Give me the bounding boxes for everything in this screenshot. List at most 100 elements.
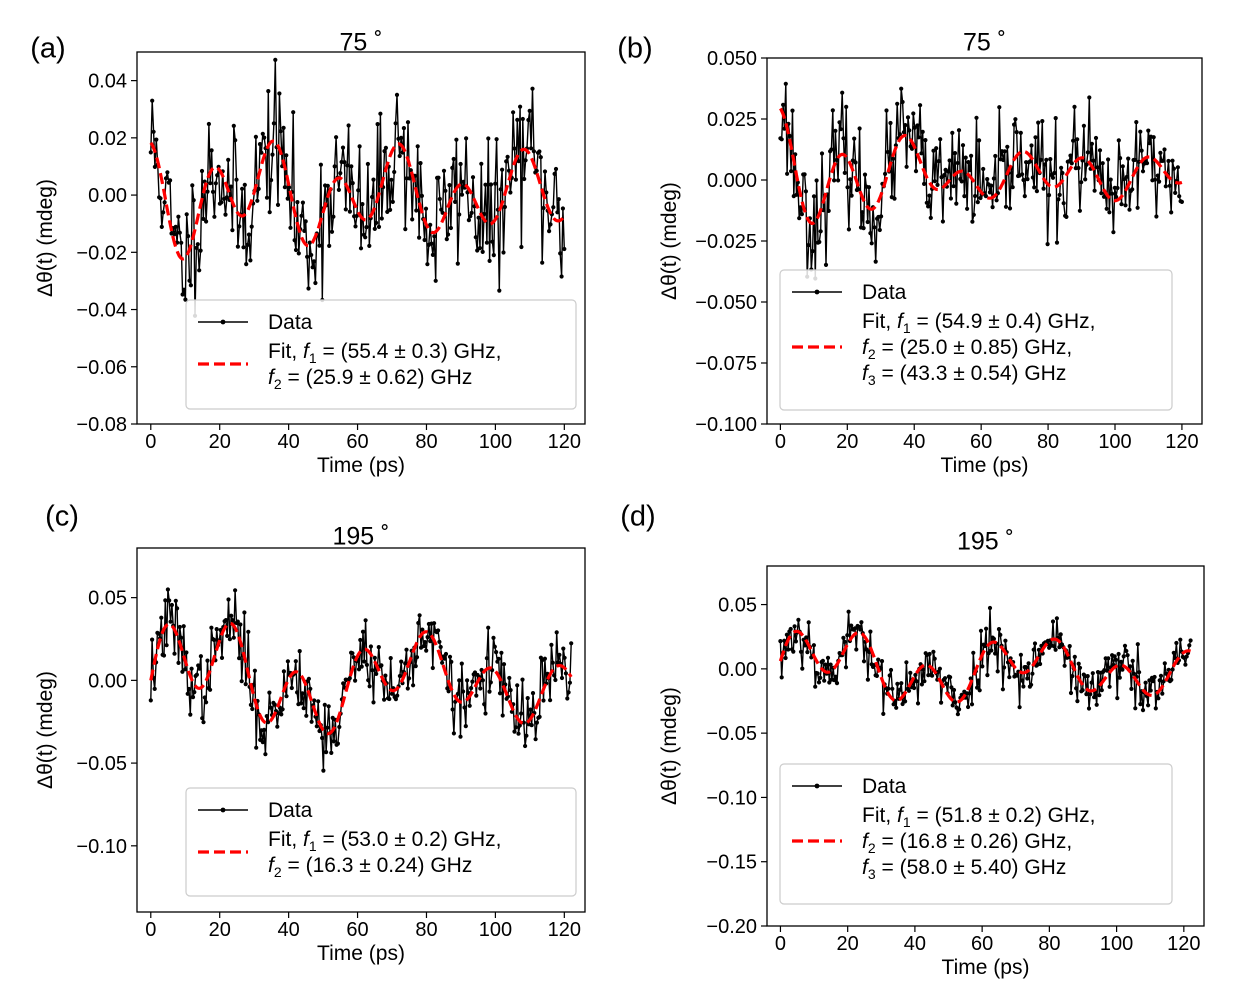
data-point	[897, 132, 903, 137]
data-point	[1030, 175, 1035, 180]
data-point	[1003, 204, 1009, 209]
data-point	[484, 656, 489, 661]
data-point	[292, 238, 297, 243]
data-point	[1028, 159, 1033, 164]
data-point	[919, 151, 924, 156]
data-point	[372, 655, 377, 661]
data-point	[194, 672, 199, 677]
legend-fit-symbol: f	[897, 310, 905, 333]
data-point	[531, 149, 537, 154]
data-point	[1177, 194, 1182, 199]
data-point	[1120, 164, 1125, 169]
data-point	[1156, 696, 1161, 701]
data-point	[1162, 661, 1167, 666]
data-point	[272, 702, 277, 707]
data-point	[277, 91, 282, 96]
y-tick-label: −0.20	[706, 916, 757, 938]
data-point	[163, 598, 168, 603]
legend-box	[185, 787, 577, 897]
data-point	[862, 172, 868, 177]
data-point	[273, 57, 278, 63]
data-point	[1158, 150, 1163, 155]
data-point	[432, 234, 437, 239]
data-point	[453, 199, 458, 204]
data-point	[955, 160, 960, 166]
data-point	[399, 659, 404, 664]
data-point	[1075, 137, 1080, 142]
data-point	[459, 661, 464, 666]
data-point	[260, 740, 265, 745]
data-point	[1119, 659, 1124, 664]
data-point	[296, 251, 301, 256]
data-point	[1135, 642, 1140, 647]
data-point	[1151, 679, 1156, 684]
data-point	[954, 201, 959, 206]
data-point	[1018, 652, 1024, 657]
data-point	[1021, 177, 1026, 183]
data-point	[932, 179, 937, 184]
x-tick-label: 100	[1098, 431, 1131, 453]
data-point	[890, 686, 895, 691]
data-point	[324, 750, 329, 755]
legend-fit-label: f2 = (16.8 ± 0.26) GHz,	[862, 830, 1072, 856]
data-point	[854, 647, 859, 652]
data-point	[1076, 661, 1081, 666]
data-point	[781, 102, 786, 107]
data-point	[432, 621, 437, 626]
data-point	[293, 247, 299, 253]
data-point	[162, 200, 167, 205]
data-point	[993, 651, 998, 656]
data-point	[904, 660, 909, 665]
y-axis-label: Δθ(t) (mdeg)	[658, 687, 681, 805]
data-point	[161, 210, 166, 215]
data-point	[927, 193, 932, 198]
data-point	[1032, 641, 1038, 646]
data-point	[185, 691, 190, 696]
data-point	[1139, 148, 1144, 153]
data-point	[235, 244, 240, 249]
data-markers	[778, 605, 1193, 717]
data-point	[1014, 673, 1020, 678]
legend-fit-symbol: f	[268, 366, 276, 389]
data-point	[930, 673, 935, 678]
data-point	[1017, 705, 1022, 710]
data-point	[843, 665, 849, 670]
data-point	[470, 175, 476, 180]
data-point	[312, 698, 317, 703]
data-point	[1029, 682, 1034, 687]
data-point	[984, 626, 989, 631]
data-point	[248, 258, 253, 263]
data-point	[523, 743, 528, 749]
legend-fit-label: Fit, f1 = (54.9 ± 0.4) GHz,	[862, 310, 1096, 336]
data-point	[198, 248, 203, 253]
data-point	[318, 162, 323, 167]
data-point	[841, 136, 846, 141]
data-point	[404, 647, 409, 652]
data-point	[449, 659, 454, 665]
data-point	[417, 613, 422, 618]
data-point	[488, 680, 493, 685]
legend-fit-label: Fit, f1 = (51.8 ± 0.2) GHz,	[862, 804, 1096, 830]
data-point	[353, 224, 358, 229]
data-point	[1104, 668, 1110, 673]
data-point	[317, 243, 322, 248]
axes-frame	[766, 565, 1205, 927]
data-point	[1086, 706, 1092, 711]
data-point	[231, 123, 236, 128]
data-point	[971, 212, 976, 217]
data-point	[270, 152, 275, 157]
data-point	[860, 210, 865, 215]
data-point	[424, 648, 429, 653]
data-point	[490, 239, 495, 244]
data-point	[1081, 123, 1086, 128]
data-point	[553, 677, 558, 683]
data-point	[300, 691, 305, 696]
data-point	[513, 725, 519, 730]
data-point	[358, 637, 363, 643]
data-point	[886, 686, 891, 691]
data-point	[845, 633, 850, 638]
data-point	[1007, 675, 1012, 680]
data-point	[989, 648, 994, 653]
data-point	[903, 123, 908, 128]
data-point	[1135, 205, 1140, 210]
